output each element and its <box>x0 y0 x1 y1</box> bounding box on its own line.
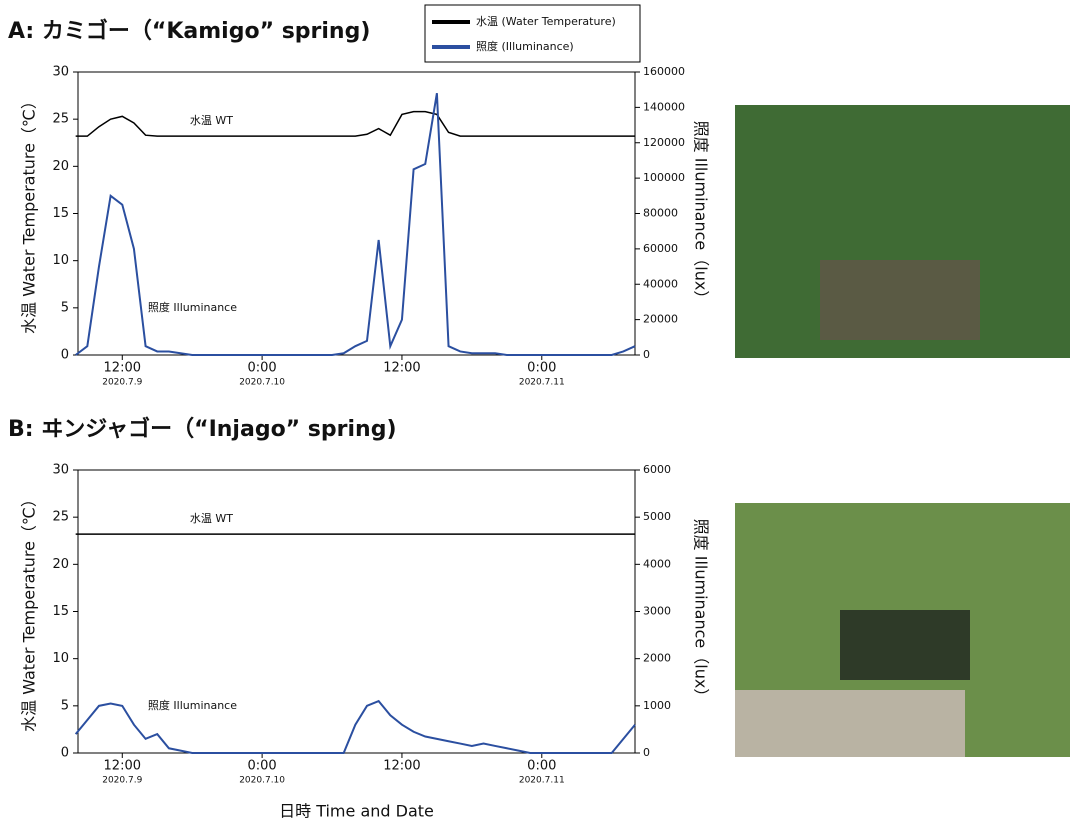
y-tick-label: 25 <box>52 112 69 127</box>
chart-title: A: カミゴー（“Kamigo” spring) <box>8 18 370 44</box>
y2-tick-label: 120000 <box>643 136 685 149</box>
y-axis-label: 水温 Water Temperature（℃） <box>20 93 39 334</box>
y2-tick-label: 80000 <box>643 207 678 220</box>
y-tick-label: 10 <box>52 651 69 666</box>
y2-tick-label: 5000 <box>643 510 671 523</box>
series-line <box>75 110 635 137</box>
y2-tick-label: 20000 <box>643 313 678 326</box>
y-tick-label: 15 <box>52 206 69 221</box>
x-tick-label: 0:00 <box>248 361 277 376</box>
annotation: 照度 Illuminance <box>148 300 237 314</box>
y-axis-label: 水温 Water Temperature（℃） <box>20 491 39 732</box>
x-tick-date: 2020.7.10 <box>239 776 285 786</box>
y-tick-label: 15 <box>52 604 69 619</box>
x-tick-label: 12:00 <box>104 361 141 376</box>
y-tick-label: 20 <box>52 557 69 572</box>
y-tick-label: 25 <box>52 510 69 525</box>
y2-axis-label: 照度 Illuminance（lux） <box>692 121 711 307</box>
x-tick-date: 2020.7.11 <box>519 776 565 786</box>
photo-injago-water <box>735 690 965 757</box>
annotation: 水温 WT <box>190 114 233 127</box>
series-line <box>75 93 636 356</box>
legend-label: 水温 (Water Temperature) <box>476 15 616 28</box>
y2-tick-label: 160000 <box>643 65 685 78</box>
y-tick-label: 0 <box>61 348 69 363</box>
x-tick-label: 12:00 <box>104 759 141 774</box>
x-tick-label: 12:00 <box>383 759 420 774</box>
y-tick-label: 30 <box>52 65 69 80</box>
legend-label: 照度 (Illuminance) <box>476 39 574 53</box>
chart-title: B: ヰンジャゴー（“Injago” spring) <box>8 416 397 442</box>
y2-tick-label: 3000 <box>643 605 671 618</box>
annotation: 照度 Illuminance <box>148 698 237 712</box>
x-tick-date: 2020.7.9 <box>102 378 142 388</box>
x-axis-label: 日時 Time and Date <box>279 802 434 821</box>
y2-tick-label: 40000 <box>643 277 678 290</box>
y2-tick-label: 0 <box>643 746 650 759</box>
y-tick-label: 30 <box>52 463 69 478</box>
x-tick-date: 2020.7.9 <box>102 776 142 786</box>
y2-axis-label: 照度 Illuminance（lux） <box>692 519 711 705</box>
photo-kamigo-pool <box>820 260 980 340</box>
x-tick-label: 0:00 <box>248 759 277 774</box>
y-tick-label: 5 <box>61 698 69 713</box>
y2-tick-label: 6000 <box>643 463 671 476</box>
y-tick-label: 0 <box>61 746 69 761</box>
x-tick-date: 2020.7.11 <box>519 378 565 388</box>
series-line <box>74 699 636 754</box>
photo-injago-opening <box>840 610 970 680</box>
y2-tick-label: 140000 <box>643 100 685 113</box>
y-tick-label: 20 <box>52 159 69 174</box>
y2-tick-label: 1000 <box>643 699 671 712</box>
y2-tick-label: 2000 <box>643 652 671 665</box>
y2-tick-label: 0 <box>643 348 650 361</box>
x-tick-label: 0:00 <box>527 361 556 376</box>
y-tick-label: 5 <box>61 300 69 315</box>
legend-box <box>424 4 641 63</box>
annotation: 水温 WT <box>190 512 233 525</box>
x-tick-date: 2020.7.10 <box>239 378 285 388</box>
y2-tick-label: 4000 <box>643 557 671 570</box>
y2-tick-label: 100000 <box>643 171 685 184</box>
x-tick-label: 12:00 <box>383 361 420 376</box>
y-tick-label: 10 <box>52 253 69 268</box>
x-tick-label: 0:00 <box>527 759 556 774</box>
y2-tick-label: 60000 <box>643 242 678 255</box>
